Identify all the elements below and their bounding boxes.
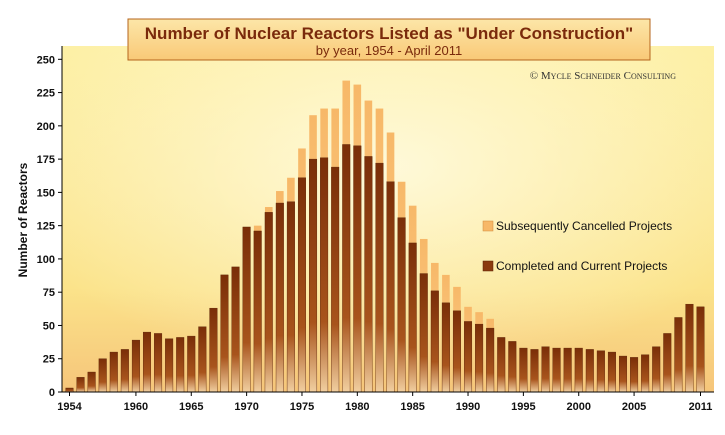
x-ticks-group: 1954 1960 1965 1970 1975 1980 1985 1990 1995 2000… [57,392,712,413]
y-tick-label-250: 250 [37,54,55,66]
y-tick-label-75: 75 [43,287,55,299]
bar-completed-1966 [198,326,207,393]
bar-completed-1979 [342,144,351,393]
bar-completed-1982 [375,162,384,393]
x-tick-label-1995: 1995 [511,401,535,413]
bar-completed-1975 [297,177,306,393]
bar-completed-2007 [652,346,661,393]
x-tick-label-1965: 1965 [179,401,203,413]
bar-completed-1998 [552,347,561,393]
y-tick-label-100: 100 [37,254,55,266]
bar-completed-1980 [353,145,362,393]
y-tick-label-175: 175 [37,154,55,166]
bar-completed-1969 [231,266,240,393]
x-tick-label-2011: 2011 [689,401,713,413]
axes-group [61,46,714,393]
legend: Subsequently Cancelled Projects Complete… [482,219,672,273]
bar-completed-1990 [464,321,473,393]
bar-completed-1960 [131,339,140,393]
bar-completed-1965 [187,335,196,393]
bar-completed-1985 [408,242,417,393]
bar-completed-1991 [475,323,484,393]
bar-completed-1954 [65,387,74,393]
x-tick-label-2000: 2000 [566,401,590,413]
bar-completed-1971 [253,230,262,393]
bar-completed-2001 [585,349,594,393]
bar-completed-1961 [142,331,151,393]
y-tick-label-125: 125 [37,221,55,233]
bar-completed-1962 [154,333,163,393]
bar-completed-1977 [320,157,329,393]
copyright-text: © Mycle Schneider Consulting [530,70,676,82]
bar-completed-2003 [607,351,616,393]
bar-completed-1993 [497,337,506,393]
bar-completed-1988 [441,302,450,393]
bar-completed-1997 [541,346,550,393]
chart-subtitle: by year, 1954 - April 2011 [316,43,462,58]
bar-completed-1958 [109,351,118,393]
bar-completed-2008 [663,333,672,393]
bar-completed-1976 [309,158,318,393]
x-tick-label-1980: 1980 [345,401,369,413]
y-tick-label-50: 50 [43,320,55,332]
bar-completed-1967 [209,307,218,393]
bar-completed-2009 [674,317,683,393]
bar-completed-1978 [331,166,340,393]
title-box [127,18,651,61]
bar-completed-1995 [519,347,528,393]
x-tick-label-1954: 1954 [57,401,82,413]
bar-completed-1984 [397,217,406,393]
bar-completed-1974 [286,201,295,393]
y-axis-label: Number of Reactors [16,162,30,277]
bar-completed-1994 [508,341,517,393]
bar-completed-2006 [641,354,650,393]
legend-label-completed: Completed and Current Projects [496,259,667,273]
bar-completed-1999 [563,347,572,393]
y-tick-label-25: 25 [43,354,55,366]
y-tick-label-200: 200 [37,121,55,133]
y-tick-label-150: 150 [37,187,55,199]
bar-completed-1992 [486,327,495,393]
x-tick-label-1990: 1990 [456,401,480,413]
bar-completed-1981 [364,156,373,393]
legend-swatch-completed [482,260,494,272]
bar-completed-1963 [165,338,174,393]
bar-completed-1959 [120,349,129,393]
bar-completed-1968 [220,274,229,393]
y-tick-label-0: 0 [49,387,55,399]
bar-completed-1972 [264,212,273,393]
bar-completed-1970 [242,226,251,393]
bar-completed-1986 [419,273,428,393]
bar-completed-1956 [87,371,96,393]
x-tick-label-2005: 2005 [622,401,646,413]
legend-label-cancelled: Subsequently Cancelled Projects [496,219,672,233]
x-tick-label-1975: 1975 [290,401,314,413]
bar-completed-1957 [98,358,107,393]
legend-swatch-cancelled [482,220,494,232]
y-ticks-group: 0 25 50 75 100 125 150 175 200 225 250 [37,54,62,399]
x-tick-label-1970: 1970 [234,401,258,413]
bar-completed-1973 [275,202,284,393]
x-tick-label-1985: 1985 [400,401,424,413]
bar-completed-2004 [619,355,628,393]
bar-completed-2010 [685,303,694,393]
y-tick-label-225: 225 [37,88,55,100]
bar-completed-1989 [452,310,461,393]
bar-completed-1955 [76,377,85,393]
bar-completed-2000 [574,347,583,393]
bar-completed-1987 [430,290,439,393]
bar-completed-2011 [696,306,705,393]
bars-group [65,80,705,393]
chart-title: Number of Nuclear Reactors Listed as "Un… [145,24,633,43]
bar-completed-1964 [176,337,185,393]
bar-completed-2005 [630,357,639,393]
x-tick-label-1960: 1960 [124,401,148,413]
bar-completed-2002 [596,350,605,393]
bar-completed-1996 [530,349,539,393]
bar-completed-1983 [386,181,395,393]
